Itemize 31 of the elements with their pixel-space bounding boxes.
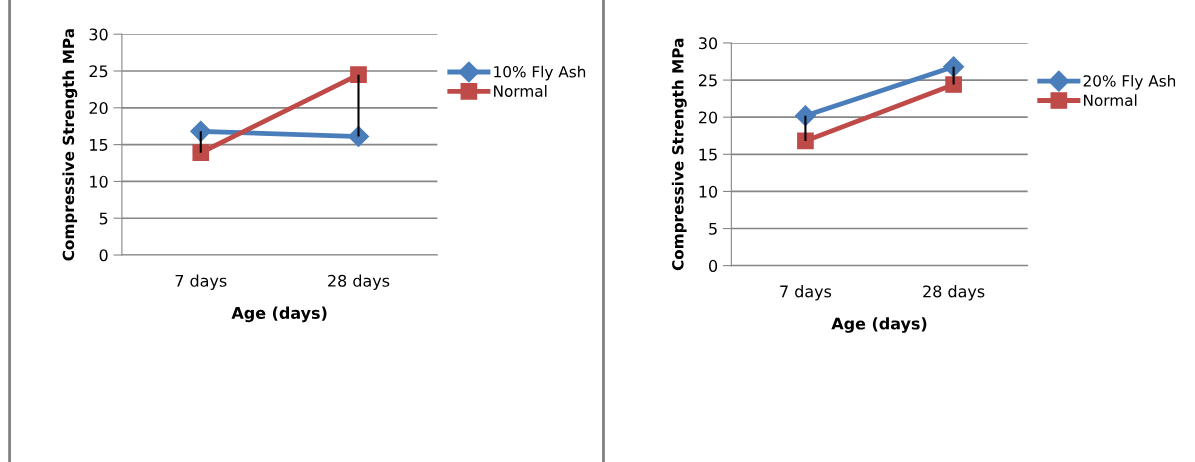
y-tick-label: 5 [709, 222, 717, 235]
y-tick-label: 5 [99, 212, 108, 225]
y-tick-label: 30 [89, 28, 108, 41]
x-tick-label: 7 days [175, 274, 227, 290]
y-tick-label: 15 [699, 148, 717, 161]
x-tick-label: 28 days [328, 274, 390, 290]
legend-label: 20% Fly Ash [1083, 74, 1176, 90]
y-axis-title: Compressive Strength MPa [62, 29, 78, 261]
x-tick-label: 7 days [780, 285, 832, 301]
y-tick-label: 25 [698, 74, 717, 87]
y-tick-label: 10 [90, 175, 108, 188]
point [794, 105, 816, 127]
legend-label: 10% Fly Ash [494, 65, 586, 81]
y-tick-label: 10 [699, 185, 718, 198]
point [797, 132, 814, 150]
y-axis-title: Compressive Strength MPa [671, 38, 687, 271]
point [192, 144, 210, 162]
x-axis-title: Age (days) [231, 306, 327, 323]
y-tick-label: 0 [709, 259, 718, 272]
y-tick-label: 15 [90, 139, 108, 151]
y-tick-label: 0 [99, 249, 108, 262]
legend-label: Normal [1084, 94, 1137, 107]
y-tick-label: 25 [89, 65, 108, 78]
x-tick-label: 28 days [923, 285, 985, 301]
legend-label: Normal [494, 85, 547, 97]
point [943, 56, 965, 78]
y-tick-label: 20 [89, 102, 108, 115]
y-tick-label: 20 [698, 111, 718, 124]
point [945, 76, 962, 93]
y-tick-label: 30 [699, 37, 718, 50]
x-axis-title: Age (days) [831, 317, 927, 333]
